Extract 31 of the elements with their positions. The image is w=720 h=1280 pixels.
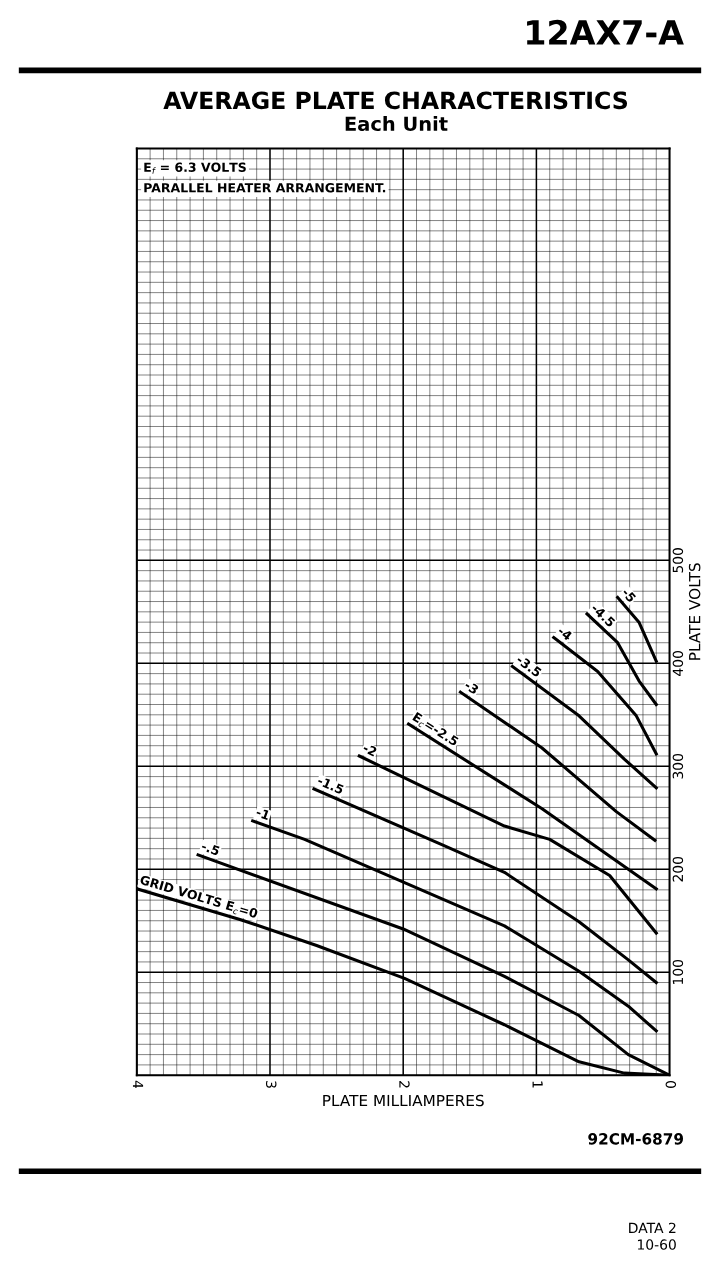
text: -4.5	[590, 603, 616, 628]
text: 92CM-6879	[588, 1133, 684, 1145]
y-tick-label: 200	[672, 856, 684, 882]
text: 10-60	[637, 1239, 676, 1250]
text: -5	[621, 587, 637, 603]
x-tick-label: 0	[665, 1080, 677, 1088]
x-tick-label: 2	[399, 1081, 410, 1088]
y-tick-label: 500	[672, 548, 684, 573]
text: GRID VOLTS E$_{c}$=0	[138, 874, 259, 921]
text: -3.5	[515, 654, 543, 678]
text: -1	[255, 807, 271, 821]
text: -.5	[200, 841, 221, 856]
text: 12AX7-A	[527, 19, 684, 45]
y-tick-label: 100	[672, 959, 684, 984]
text: E$_{c}$=-2.5	[411, 711, 460, 749]
x-axis-title: PLATE MILLIAMPERES	[323, 1094, 484, 1107]
x-tick-label: 1	[532, 1081, 543, 1088]
y-tick-label: 400	[672, 650, 684, 676]
annotation: E$_{f}$ = 6.3 VOLTS	[144, 162, 246, 174]
text: -3	[463, 679, 480, 695]
text: DATA 2	[629, 1222, 676, 1233]
text: -1.5	[316, 775, 345, 795]
x-tick-label: 4	[132, 1080, 144, 1089]
text: -2	[362, 742, 378, 757]
text: -4	[557, 625, 573, 641]
x-tick-label: 3	[265, 1081, 277, 1088]
y-axis-title: PLATE VOLTS	[688, 563, 701, 660]
chart-subtitle: Each Unit	[345, 116, 448, 132]
chart-title: AVERAGE PLATE CHARACTERISTICS	[163, 91, 628, 110]
annotation: PARALLEL HEATER ARRANGEMENT.	[144, 182, 386, 193]
y-tick-label: 300	[672, 753, 684, 779]
